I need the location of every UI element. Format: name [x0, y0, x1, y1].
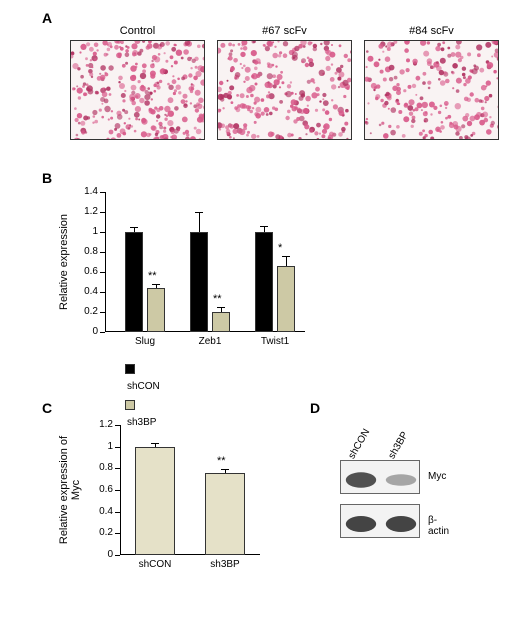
ytick: 0.2: [70, 306, 98, 317]
xtick: shCON: [130, 559, 180, 570]
panel-c-label: C: [42, 400, 52, 416]
ytick: 1.4: [70, 186, 98, 197]
ytick: 0: [70, 326, 98, 337]
ytick: 1: [85, 441, 113, 452]
y-axis-label: Relative expression of Myc: [58, 425, 82, 555]
ytick: 1: [70, 226, 98, 237]
ytick: 0.4: [85, 506, 113, 517]
ytick: 0.6: [70, 266, 98, 277]
xtick: Slug: [120, 336, 170, 347]
panel-d-label: D: [310, 400, 320, 416]
legend-swatch: [125, 400, 135, 410]
significance: **: [148, 270, 157, 282]
legend: shCONsh3BP: [125, 360, 168, 432]
bar: [125, 232, 143, 332]
legend-label: shCON: [127, 381, 160, 392]
xtick: Zeb1: [185, 336, 235, 347]
bar: [255, 232, 273, 332]
bar: [135, 447, 175, 555]
ytick: 0.6: [85, 484, 113, 495]
bar: [190, 232, 208, 332]
bar: [205, 473, 245, 555]
xtick: Twist1: [250, 336, 300, 347]
western-blot: [340, 504, 420, 538]
micro-title: #84 scFv: [364, 25, 499, 37]
bar: [212, 312, 230, 332]
ytick: 0: [85, 549, 113, 560]
micro-image: [70, 40, 205, 140]
bar: [147, 288, 165, 332]
blot-row-label: β-actin: [428, 515, 449, 537]
micro-title: Control: [70, 25, 205, 37]
ytick: 0.2: [85, 527, 113, 538]
ytick: 0.8: [70, 246, 98, 257]
blot-header: shCON: [346, 427, 372, 461]
ytick: 1.2: [70, 206, 98, 217]
ytick: 0.8: [85, 462, 113, 473]
western-blot: [340, 460, 420, 494]
micro-image: [217, 40, 352, 140]
ytick: 1.2: [85, 419, 113, 430]
legend-swatch: [125, 364, 135, 374]
micro-title: #67 scFv: [217, 25, 352, 37]
blot-row-label: Myc: [428, 471, 446, 482]
blot-header: sh3BP: [386, 430, 410, 461]
xtick: sh3BP: [200, 559, 250, 570]
panel-b-label: B: [42, 170, 52, 186]
panel-a-label: A: [42, 10, 52, 26]
significance: **: [213, 293, 222, 305]
ytick: 0.4: [70, 286, 98, 297]
micro-image: [364, 40, 499, 140]
significance: **: [217, 455, 226, 467]
y-axis-label: Relative expression: [58, 192, 70, 332]
significance: *: [278, 242, 282, 254]
bar: [277, 266, 295, 332]
